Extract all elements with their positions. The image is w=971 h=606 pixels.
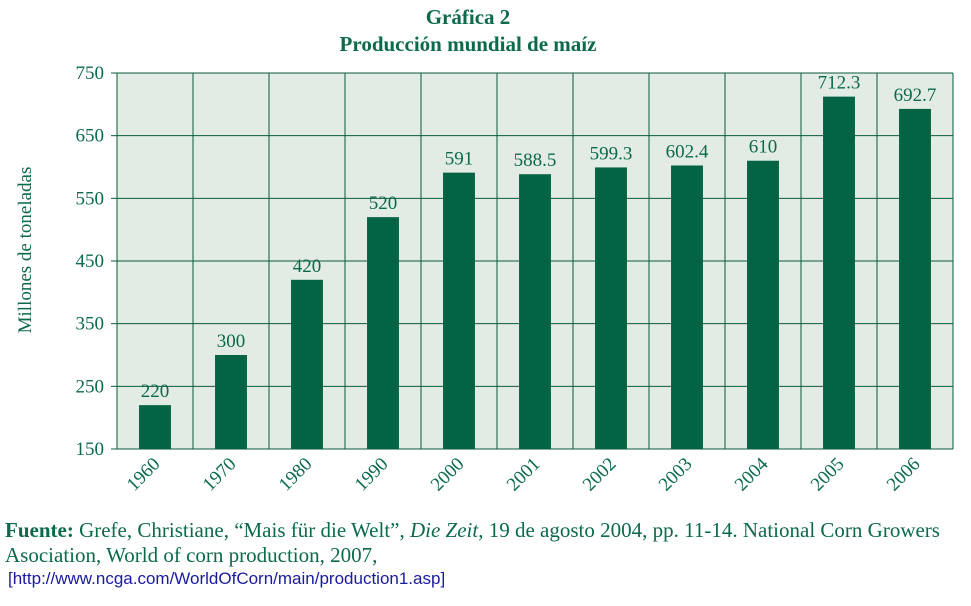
y-tick-label-150: 150 (76, 439, 105, 460)
y-tick-label-650: 650 (76, 126, 105, 147)
bar-2006 (899, 108, 931, 450)
chart-subtitle: Producción mundial de maíz (340, 32, 597, 56)
bar-1990 (367, 217, 399, 449)
y-tick-label-250: 250 (76, 376, 105, 397)
x-tick-label-1980: 1980 (275, 454, 317, 496)
data-label-2004: 610 (749, 137, 778, 158)
source-text-2: , 19 de agosto 2004, pp. 11-14. National… (5, 518, 940, 567)
x-tick-label-2001: 2001 (503, 454, 545, 496)
source-publication: Die Zeit (409, 518, 479, 542)
source-text-1: Grefe, Christiane, “Mais für die Welt”, (73, 518, 410, 542)
data-label-1990: 520 (369, 193, 398, 214)
data-label-2005: 712.3 (818, 73, 861, 94)
bar-2005 (823, 96, 855, 449)
data-label-2000: 591 (445, 149, 474, 170)
chart-title: Gráfica 2 (426, 5, 511, 29)
y-tick-label-350: 350 (76, 314, 105, 335)
data-label-1970: 300 (217, 331, 246, 352)
bar-2001 (519, 174, 551, 449)
x-tick-label-1970: 1970 (199, 454, 241, 496)
x-tick-label-2006: 2006 (883, 454, 925, 496)
bar-series (139, 96, 931, 450)
data-label-2006: 692.7 (894, 85, 937, 106)
data-label-2003: 602.4 (666, 141, 709, 162)
data-label-1960: 220 (141, 381, 170, 402)
data-labels: 220 300 420 520 591 588.5 599.3 602.4 610 712.3 69… (141, 73, 937, 403)
x-axis: 1960 1970 1980 1990 2000 2001 2002 2003 2004 2005… (123, 453, 925, 495)
y-tick-label-450: 450 (76, 251, 105, 272)
x-tick-label-1960: 1960 (123, 454, 165, 496)
chart: Gráfica 2 Producción mundial de maíz Mil… (15, 5, 954, 495)
x-tick-label-2003: 2003 (655, 454, 697, 496)
bar-2004 (747, 160, 779, 449)
source-url[interactable]: [http://www.ncga.com/WorldOfCorn/main/pr… (8, 569, 446, 588)
bar-2003 (671, 165, 703, 449)
source-note: Fuente: Grefe, Christiane, “Mais für die… (5, 518, 967, 590)
data-label-2001: 588.5 (514, 150, 557, 171)
x-tick-label-2004: 2004 (731, 453, 773, 495)
bar-2000 (443, 172, 475, 449)
bar-1980 (291, 279, 323, 449)
bar-1970 (215, 355, 247, 449)
data-label-1980: 420 (293, 256, 322, 277)
x-tick-label-1990: 1990 (351, 454, 393, 496)
y-tick-label-750: 750 (76, 63, 105, 84)
x-tick-label-2000: 2000 (427, 454, 469, 496)
bar-1960 (139, 405, 171, 449)
data-label-2002: 599.3 (590, 143, 633, 164)
y-axis: 150 250 350 450 550 650 750 (76, 63, 117, 460)
source-label: Fuente: (5, 518, 74, 542)
y-axis-label: Millones de toneladas (15, 167, 36, 334)
x-tick-label-2002: 2002 (579, 454, 621, 496)
y-tick-label-550: 550 (76, 188, 105, 209)
x-tick-label-2005: 2005 (807, 454, 849, 496)
bar-2002 (595, 167, 627, 449)
